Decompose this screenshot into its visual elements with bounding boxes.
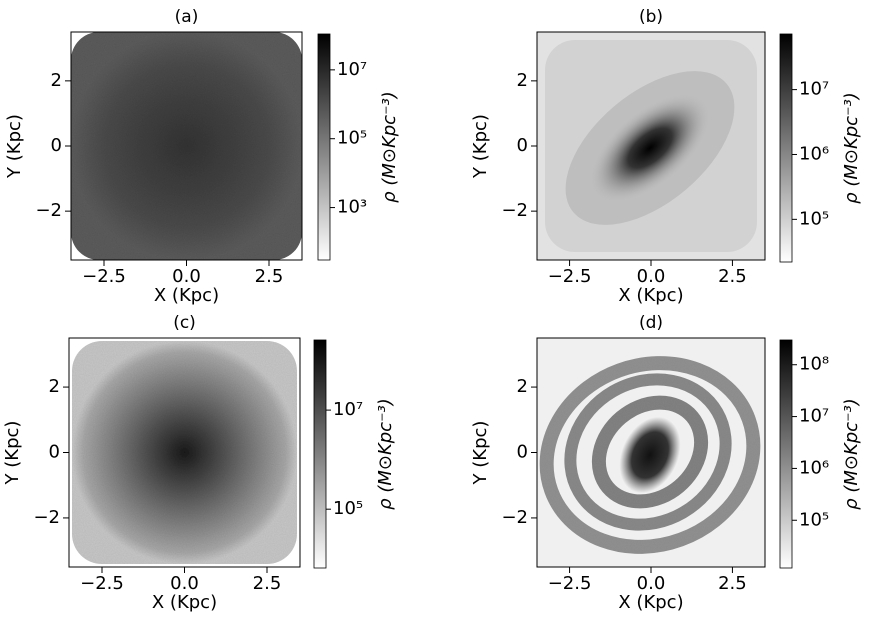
x-tick-label: 0.0 xyxy=(637,573,666,594)
y-tick-label: 2 xyxy=(517,70,528,91)
y-tick-label: 0 xyxy=(49,442,60,463)
x-tick-label: 0.0 xyxy=(637,266,666,287)
colorbar-tick-label: 10⁵ xyxy=(799,509,829,530)
colorbar-tick-label: 10⁶ xyxy=(799,457,829,478)
colorbar xyxy=(779,33,793,263)
x-axis-label: X (Kpc) xyxy=(618,592,683,613)
density-image xyxy=(71,32,302,260)
colorbar-label: ρ (M⊙Kpc⁻³) xyxy=(379,91,400,203)
colorbar-label: ρ (M⊙Kpc⁻³) xyxy=(375,398,396,510)
colorbar-tick-label: 10⁷ xyxy=(799,406,829,427)
x-tick-label: −2.5 xyxy=(548,573,592,594)
colorbar-tick-label: 10⁸ xyxy=(799,354,829,375)
y-axis-label: Y (Kpc) xyxy=(2,421,23,486)
colorbar-tick-label: 10⁵ xyxy=(333,498,363,519)
x-tick-label: 2.5 xyxy=(718,573,747,594)
panel-title: (a) xyxy=(175,7,199,27)
y-axis-label: Y (Kpc) xyxy=(4,114,25,179)
y-tick-label: 2 xyxy=(517,376,528,397)
colorbar xyxy=(779,339,793,569)
y-tick-label: −2 xyxy=(33,507,60,528)
x-tick-label: −2.5 xyxy=(82,266,126,287)
colorbar xyxy=(313,339,327,569)
x-tick-label: −2.5 xyxy=(80,573,124,594)
x-axis-label: X (Kpc) xyxy=(154,285,219,306)
colorbar xyxy=(317,33,331,261)
y-tick-label: 0 xyxy=(517,135,528,156)
x-tick-label: −2.5 xyxy=(548,266,592,287)
y-tick-label: −2 xyxy=(501,200,528,221)
density-image xyxy=(69,338,300,567)
y-axis-label: Y (Kpc) xyxy=(470,421,491,486)
y-tick-label: 0 xyxy=(51,135,62,156)
y-tick-label: 0 xyxy=(517,442,528,463)
panel-title: (b) xyxy=(639,7,663,27)
colorbar-tick-label: 10⁷ xyxy=(337,59,367,80)
density-image xyxy=(537,338,765,567)
density-image xyxy=(537,32,765,260)
colorbar-label: ρ (M⊙Kpc⁻³) xyxy=(841,92,862,204)
panel-title: (d) xyxy=(639,313,663,333)
panel-title: (c) xyxy=(173,313,196,333)
x-axis-label: X (Kpc) xyxy=(618,285,683,306)
x-tick-label: 2.5 xyxy=(718,266,747,287)
y-tick-label: −2 xyxy=(35,200,62,221)
x-tick-label: 2.5 xyxy=(255,266,284,287)
x-axis-label: X (Kpc) xyxy=(152,592,217,613)
x-tick-label: 0.0 xyxy=(170,573,199,594)
y-tick-label: 2 xyxy=(49,376,60,397)
y-tick-label: −2 xyxy=(501,507,528,528)
colorbar-tick-label: 10⁵ xyxy=(337,128,367,149)
colorbar-tick-label: 10⁶ xyxy=(799,143,829,164)
y-tick-label: 2 xyxy=(51,70,62,91)
colorbar-tick-label: 10⁵ xyxy=(799,208,829,229)
colorbar-label: ρ (M⊙Kpc⁻³) xyxy=(841,398,862,510)
y-axis-label: Y (Kpc) xyxy=(470,114,491,179)
colorbar-tick-label: 10⁷ xyxy=(799,79,829,100)
x-tick-label: 2.5 xyxy=(253,573,282,594)
colorbar-tick-label: 10⁷ xyxy=(333,399,363,420)
colorbar-tick-label: 10³ xyxy=(337,197,367,218)
x-tick-label: 0.0 xyxy=(172,266,201,287)
